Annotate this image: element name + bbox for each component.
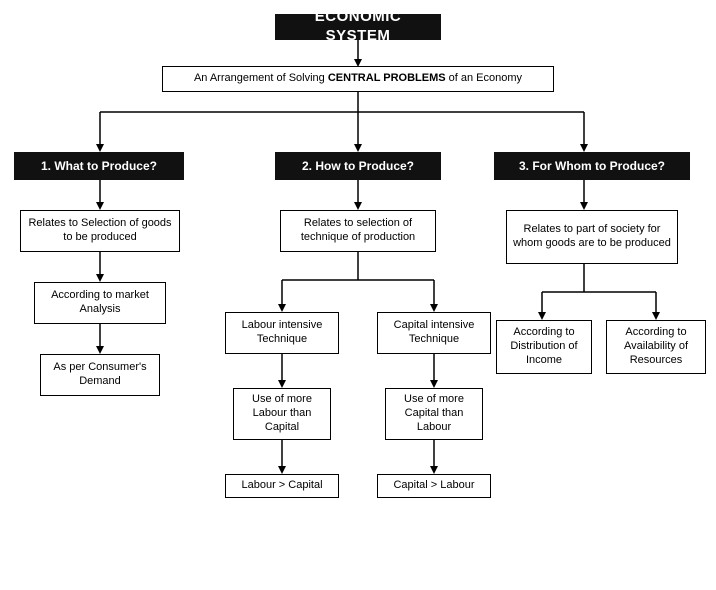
branch2-labour-n4: Labour > Capital bbox=[225, 474, 339, 498]
branch1-header-text: 1. What to Produce? bbox=[41, 159, 157, 174]
subtitle-bold: CENTRAL PROBLEMS bbox=[328, 72, 446, 84]
title-text: ECONOMIC SYSTEM bbox=[281, 8, 435, 46]
branch1-n3: As per Consumer's Demand bbox=[40, 354, 160, 396]
branch1-n1-text: Relates to Selection of goods to be prod… bbox=[27, 217, 173, 245]
branch1-n1: Relates to Selection of goods to be prod… bbox=[20, 210, 180, 252]
subtitle-text: An Arrangement of Solving CENTRAL PROBLE… bbox=[194, 72, 522, 86]
branch1-header: 1. What to Produce? bbox=[14, 152, 184, 180]
title-node: ECONOMIC SYSTEM bbox=[275, 14, 441, 40]
branch2-capital-n3-text: Use of more Capital than Labour bbox=[392, 393, 476, 434]
branch3-n1-text: Relates to part of society for whom good… bbox=[513, 223, 671, 251]
branch1-n3-text: As per Consumer's Demand bbox=[47, 361, 153, 389]
branch2-labour-n3-text: Use of more Labour than Capital bbox=[240, 393, 324, 434]
branch3-n1: Relates to part of society for whom good… bbox=[506, 210, 678, 264]
branch3-right: According to Availability of Resources bbox=[606, 320, 706, 374]
branch2-labour-n2: Labour intensive Technique bbox=[225, 312, 339, 354]
branch2-capital-n2: Capital intensive Technique bbox=[377, 312, 491, 354]
branch2-capital-n2-text: Capital intensive Technique bbox=[384, 319, 484, 347]
branch3-header-text: 3. For Whom to Produce? bbox=[519, 159, 665, 174]
branch2-header: 2. How to Produce? bbox=[275, 152, 441, 180]
subtitle-node: An Arrangement of Solving CENTRAL PROBLE… bbox=[162, 66, 554, 92]
branch2-n1-text: Relates to selection of technique of pro… bbox=[287, 217, 429, 245]
branch1-n2-text: According to market Analysis bbox=[41, 289, 159, 317]
branch2-labour-n4-text: Labour > Capital bbox=[241, 479, 322, 493]
branch3-right-text: According to Availability of Resources bbox=[613, 326, 699, 367]
branch3-left: According to Distribution of Income bbox=[496, 320, 592, 374]
branch3-left-text: According to Distribution of Income bbox=[503, 326, 585, 367]
branch2-header-text: 2. How to Produce? bbox=[302, 159, 414, 174]
branch2-n1: Relates to selection of technique of pro… bbox=[280, 210, 436, 252]
branch2-labour-n3: Use of more Labour than Capital bbox=[233, 388, 331, 440]
branch2-capital-n4: Capital > Labour bbox=[377, 474, 491, 498]
subtitle-post: of an Economy bbox=[446, 72, 522, 84]
branch1-n2: According to market Analysis bbox=[34, 282, 166, 324]
branch2-capital-n3: Use of more Capital than Labour bbox=[385, 388, 483, 440]
subtitle-pre: An Arrangement of Solving bbox=[194, 72, 328, 84]
branch2-labour-n2-text: Labour intensive Technique bbox=[232, 319, 332, 347]
branch2-capital-n4-text: Capital > Labour bbox=[393, 479, 474, 493]
branch3-header: 3. For Whom to Produce? bbox=[494, 152, 690, 180]
